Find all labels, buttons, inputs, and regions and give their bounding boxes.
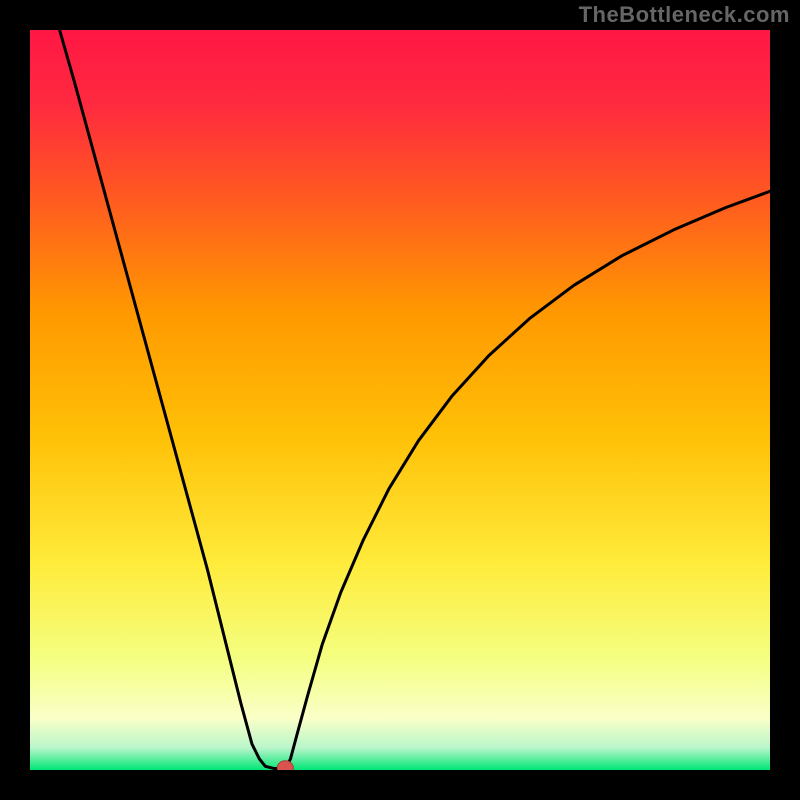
watermark-text: TheBottleneck.com: [579, 2, 790, 28]
minimum-marker: [30, 30, 770, 770]
plot-area: [30, 30, 770, 770]
chart-container: TheBottleneck.com: [0, 0, 800, 800]
